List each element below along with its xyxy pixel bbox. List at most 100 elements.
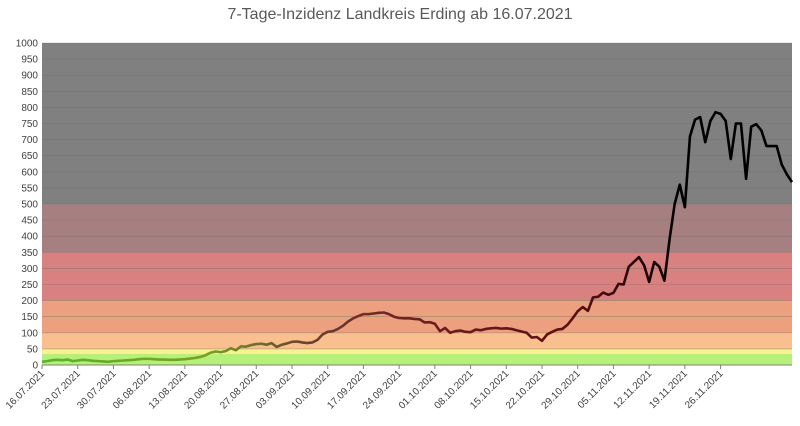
data-point <box>275 345 278 348</box>
data-point <box>92 359 95 362</box>
data-point <box>352 317 355 320</box>
data-point <box>632 260 635 263</box>
data-point <box>592 296 595 299</box>
data-point <box>86 359 89 362</box>
chart-title: 7-Tage-Inzidenz Landkreis Erding ab 16.0… <box>227 6 573 23</box>
y-tick-label: 200 <box>21 296 38 307</box>
data-point <box>505 327 508 330</box>
data-point <box>387 313 390 316</box>
data-point <box>780 163 783 166</box>
data-point <box>541 339 544 342</box>
data-point <box>342 324 345 327</box>
data-point <box>132 358 135 361</box>
y-tick-label: 600 <box>21 167 38 178</box>
data-point <box>484 327 487 330</box>
data-point <box>607 293 610 296</box>
data-point <box>597 295 600 298</box>
data-point <box>643 264 646 267</box>
y-tick-label: 400 <box>21 232 38 243</box>
data-point <box>495 326 498 329</box>
data-point <box>530 336 533 339</box>
data-point <box>408 317 411 320</box>
data-point <box>214 350 217 353</box>
data-point <box>46 360 49 363</box>
y-tick-label: 1000 <box>16 39 39 50</box>
data-point <box>117 359 120 362</box>
data-point <box>301 341 304 344</box>
data-point <box>791 181 794 184</box>
y-tick-label: 700 <box>21 135 38 146</box>
band-4 <box>42 252 792 301</box>
data-point <box>785 173 788 176</box>
data-point <box>168 358 171 361</box>
data-point <box>316 338 319 341</box>
data-point <box>163 358 166 361</box>
data-point <box>224 350 227 353</box>
data-point <box>336 327 339 330</box>
data-point <box>173 358 176 361</box>
data-point <box>750 125 753 128</box>
data-point <box>428 321 431 324</box>
data-point <box>413 317 416 320</box>
data-point <box>153 358 156 361</box>
data-point <box>265 343 268 346</box>
data-point <box>586 309 589 312</box>
data-point <box>561 327 564 330</box>
y-tick-label: 250 <box>21 280 38 291</box>
data-point <box>137 358 140 361</box>
data-point <box>775 145 778 148</box>
data-point <box>51 359 54 362</box>
data-point <box>112 360 115 363</box>
data-point <box>745 177 748 180</box>
data-point <box>546 333 549 336</box>
data-point <box>454 330 457 333</box>
data-point <box>311 341 314 344</box>
y-tick-label: 500 <box>21 200 38 211</box>
data-point <box>148 357 151 360</box>
data-point <box>398 316 401 319</box>
data-point <box>183 358 186 361</box>
data-point <box>81 358 84 361</box>
band-1 <box>42 348 792 354</box>
data-point <box>56 358 59 361</box>
data-point <box>372 312 375 315</box>
data-point <box>668 238 671 241</box>
data-point <box>622 283 625 286</box>
data-point <box>178 358 181 361</box>
data-point <box>571 317 574 320</box>
data-point <box>423 321 426 324</box>
data-point <box>219 351 222 354</box>
data-point <box>143 357 146 360</box>
data-point <box>377 311 380 314</box>
data-point <box>280 343 283 346</box>
data-point <box>199 355 202 358</box>
data-point <box>551 330 554 333</box>
data-point <box>678 183 681 186</box>
y-tick-label: 800 <box>21 103 38 114</box>
y-axis-ticks: 0 50 100 150 200 250 300 350 400 450 500 550 600 650 7… <box>16 39 39 372</box>
data-point <box>520 330 523 333</box>
data-point <box>709 119 712 122</box>
data-point <box>760 129 763 132</box>
data-point <box>357 315 360 318</box>
y-tick-label: 950 <box>21 55 38 66</box>
data-point <box>97 360 100 363</box>
data-point <box>688 135 691 138</box>
data-point <box>719 112 722 115</box>
data-point <box>382 311 385 314</box>
data-point <box>469 331 472 334</box>
data-point <box>464 330 467 333</box>
data-point <box>250 344 253 347</box>
data-point <box>602 291 605 294</box>
data-point <box>663 279 666 282</box>
data-point <box>515 329 518 332</box>
data-point <box>285 342 288 345</box>
data-point <box>41 360 44 363</box>
data-point <box>188 357 191 360</box>
data-point <box>403 317 406 320</box>
data-point <box>127 359 130 362</box>
data-point <box>765 145 768 148</box>
y-tick-label: 150 <box>21 312 38 323</box>
data-point <box>326 330 329 333</box>
